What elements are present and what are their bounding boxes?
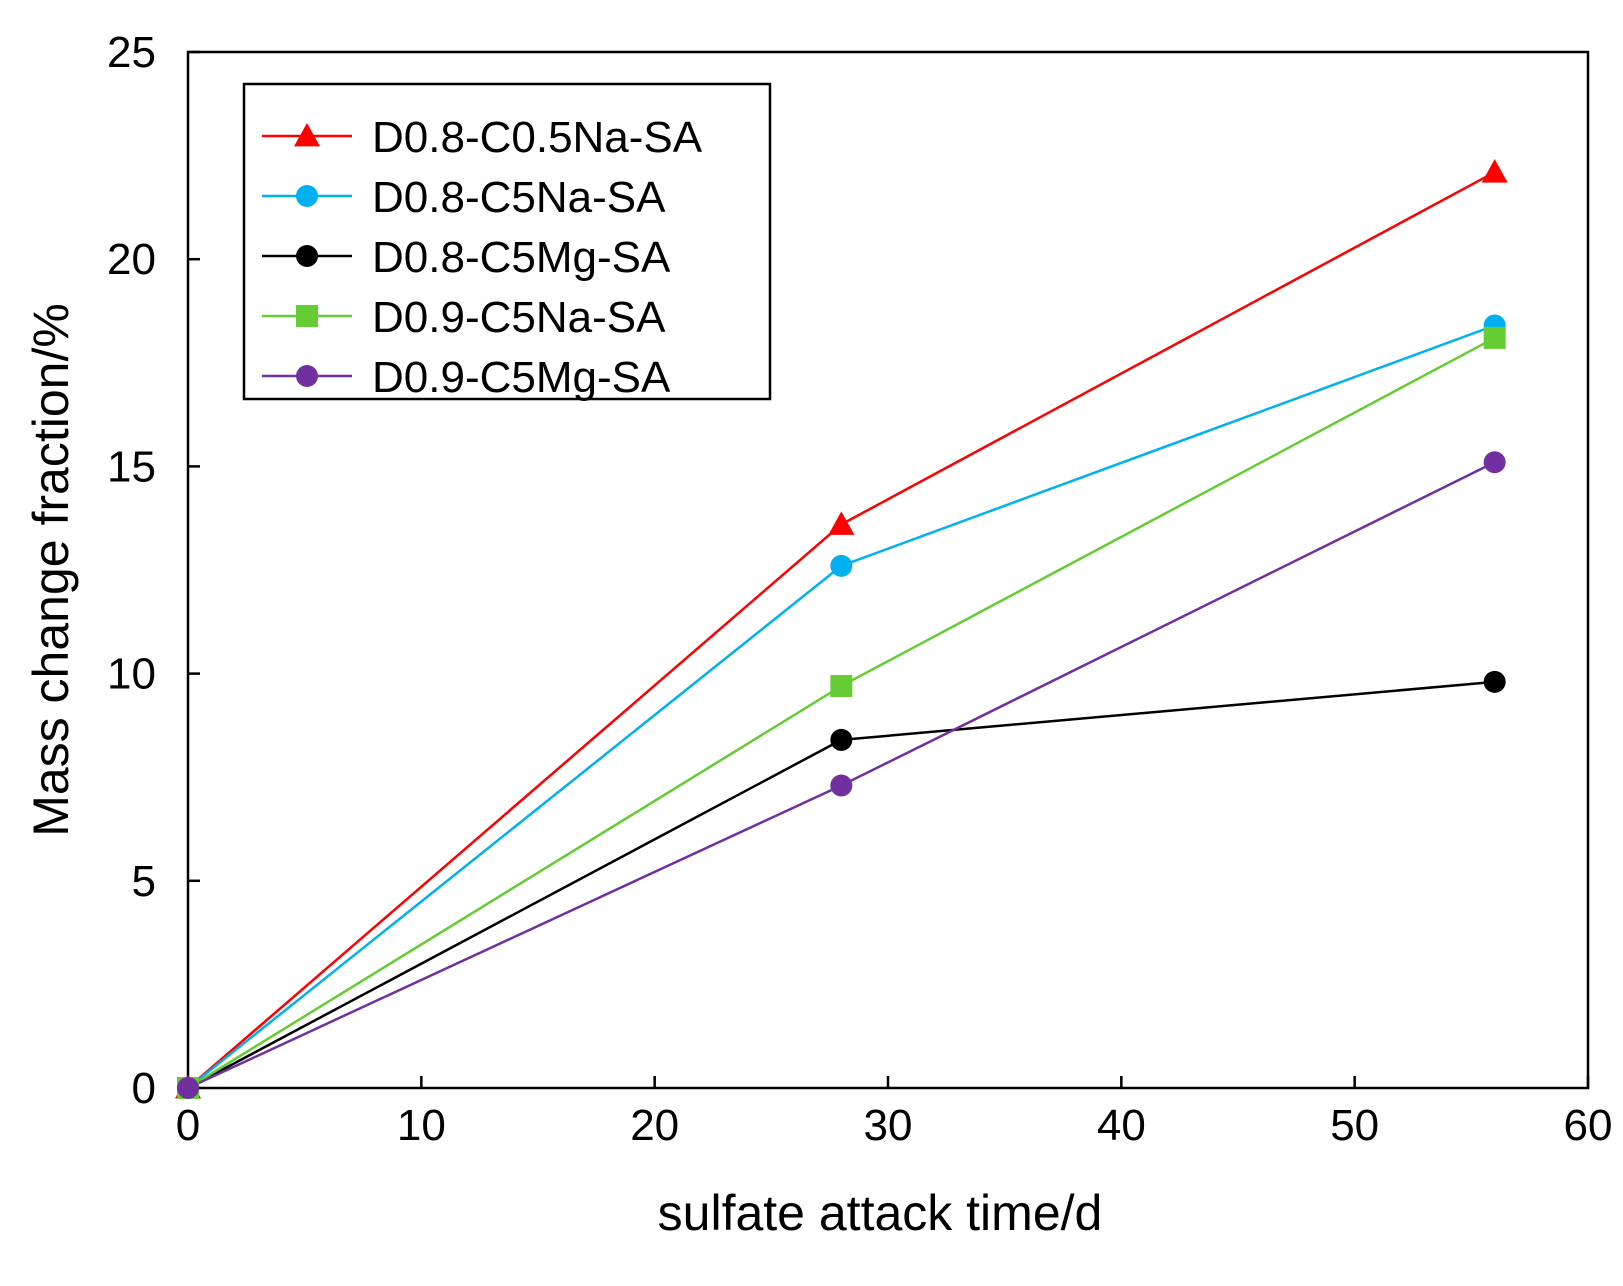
y-axis-title: Mass change fraction/% [23, 303, 79, 837]
x-tick-label: 10 [397, 1101, 446, 1150]
x-tick-label: 20 [630, 1101, 679, 1150]
data-point-d0-9-c5mg-sa [177, 1077, 199, 1099]
data-point-d0-8-c5mg-sa [1483, 670, 1506, 693]
legend-marker-d0-9-c5na-sa [296, 305, 318, 327]
y-tick-label: 0 [132, 1064, 156, 1113]
legend-label-d0-8-c5mg-sa: D0.8-C5Mg-SA [372, 233, 671, 282]
y-tick-label: 20 [107, 235, 156, 284]
legend: D0.8-C0.5Na-SA D0.8-C5Na-SA D0.8-C5Mg-SA D0… [242, 82, 772, 402]
data-point-d0-9-c5mg-sa [830, 774, 853, 797]
data-point-d0-9-c5mg-sa [1483, 451, 1506, 474]
data-point-d0-8-c0-5na-sa [828, 511, 855, 535]
series-markers [175, 159, 1508, 1099]
legend-label-d0-8-c0-5na-sa: D0.8-C0.5Na-SA [372, 113, 703, 162]
data-point-d0-8-c5mg-sa [830, 728, 853, 751]
series-line-d0-8-c5na-sa [187, 324, 1496, 1089]
legend-marker-d0-8-c5mg-sa [296, 245, 318, 267]
legend-label-d0-9-c5mg-sa: D0.9-C5Mg-SA [372, 353, 671, 402]
y-tick-label: 10 [107, 650, 156, 699]
legend-label-d0-8-c5na-sa: D0.8-C5Na-SA [372, 173, 666, 222]
x-axis-ticks: 0 10 20 30 40 50 60 [176, 1076, 1613, 1150]
x-axis-title: sulfate attack time/d [658, 1185, 1103, 1241]
y-tick-label: 5 [132, 857, 156, 906]
x-tick-label: 50 [1330, 1101, 1379, 1150]
y-tick-label: 25 [107, 28, 156, 77]
series-line-d0-9-c5na-sa [187, 336, 1496, 1090]
y-axis-ticks: 0 5 10 15 20 25 [107, 28, 200, 1113]
legend-label-d0-9-c5na-sa: D0.9-C5Na-SA [372, 293, 666, 342]
data-point-d0-9-c5na-sa [830, 675, 853, 698]
y-tick-label: 15 [107, 442, 156, 491]
x-tick-label: 30 [864, 1101, 913, 1150]
data-point-d0-8-c5na-sa [830, 554, 853, 577]
x-tick-label: 60 [1564, 1101, 1613, 1150]
legend-marker-d0-8-c0-5na-sa [294, 123, 320, 147]
legend-marker-d0-8-c5na-sa [296, 185, 318, 207]
x-tick-label: 40 [1097, 1101, 1146, 1150]
data-point-d0-9-c5na-sa [1483, 326, 1506, 349]
data-point-d0-8-c0-5na-sa [1481, 159, 1508, 183]
x-tick-label: 0 [176, 1101, 200, 1150]
legend-marker-d0-9-c5mg-sa [296, 365, 318, 387]
